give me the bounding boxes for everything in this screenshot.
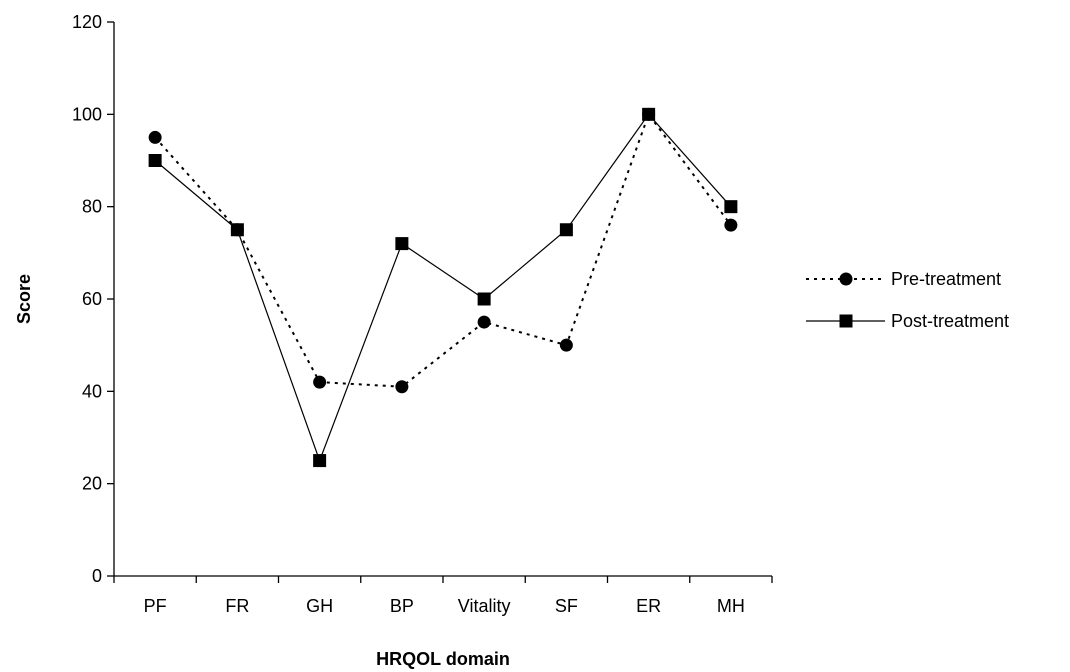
legend: Pre-treatment Post-treatment bbox=[806, 269, 1009, 331]
x-tick-label: ER bbox=[636, 596, 661, 616]
data-point bbox=[724, 218, 738, 232]
series-layer bbox=[148, 107, 738, 468]
y-tick-label: 40 bbox=[82, 381, 102, 401]
x-tick-label: MH bbox=[717, 596, 745, 616]
data-point bbox=[148, 130, 162, 144]
x-ticks: PF FR GH BP Vitality SF ER MH bbox=[113, 576, 773, 616]
data-point bbox=[559, 338, 573, 352]
y-tick-label: 80 bbox=[82, 197, 102, 217]
data-point bbox=[395, 380, 409, 394]
legend-marker bbox=[839, 272, 853, 286]
x-tick-label: SF bbox=[555, 596, 578, 616]
x-axis-title: HRQOL domain bbox=[376, 649, 510, 669]
data-point bbox=[559, 223, 573, 237]
x-tick-label: FR bbox=[225, 596, 249, 616]
data-point bbox=[148, 154, 162, 167]
axes: 0 20 40 60 80 100 120 PF FR GH BP Vitality SF ER MH bbox=[72, 12, 773, 616]
y-tick-label: 20 bbox=[82, 474, 102, 494]
legend-marker bbox=[839, 314, 853, 328]
data-point bbox=[395, 237, 409, 251]
x-tick-label: Vitality bbox=[458, 596, 511, 616]
legend-label: Post-treatment bbox=[891, 311, 1009, 331]
series-pre-treatment bbox=[148, 107, 738, 394]
data-point bbox=[313, 454, 327, 468]
x-tick-label: PF bbox=[144, 596, 167, 616]
series-post-treatment bbox=[148, 107, 738, 468]
legend-item: Post-treatment bbox=[806, 311, 1009, 331]
data-point bbox=[477, 292, 491, 306]
data-point bbox=[230, 223, 244, 237]
series-line bbox=[154, 113, 732, 463]
legend-label: Pre-treatment bbox=[891, 269, 1001, 289]
x-tick-label: GH bbox=[306, 596, 333, 616]
data-point bbox=[477, 315, 491, 329]
data-point bbox=[642, 107, 656, 121]
x-tick-label: BP bbox=[390, 596, 414, 616]
y-tick-label: 60 bbox=[82, 289, 102, 309]
y-tick-label: 0 bbox=[92, 566, 102, 586]
y-tick-label: 100 bbox=[72, 104, 102, 124]
data-point bbox=[313, 375, 327, 389]
y-ticks: 0 20 40 60 80 100 120 bbox=[72, 12, 114, 586]
y-tick-label: 120 bbox=[72, 12, 102, 32]
legend-item: Pre-treatment bbox=[806, 269, 1001, 289]
y-axis-title: Score bbox=[14, 274, 34, 324]
data-point bbox=[724, 200, 738, 214]
series-line bbox=[154, 112, 732, 388]
